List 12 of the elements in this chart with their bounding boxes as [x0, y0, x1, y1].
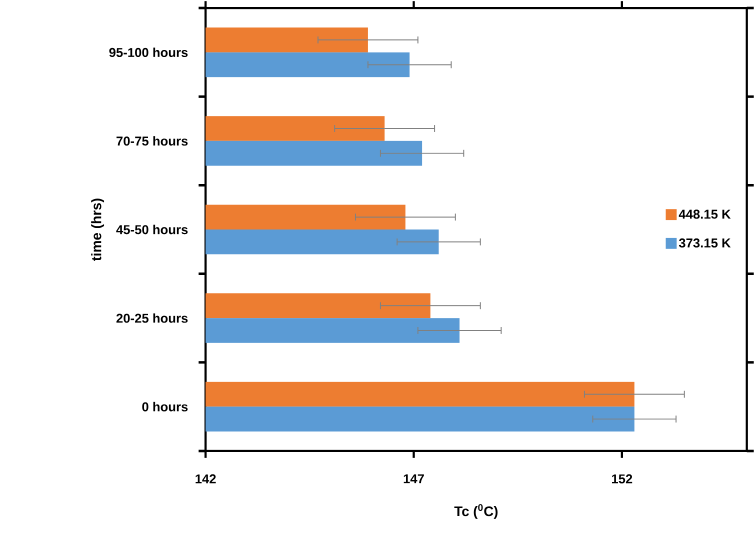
x-tick-label: 147 — [404, 474, 424, 483]
legend-label: 373.15 K — [678, 238, 731, 248]
y-tick-label: 20-25 hours — [116, 313, 188, 323]
legend-label: 448.15 K — [678, 209, 731, 219]
y-tick-label: 0 hours — [142, 402, 188, 412]
y-tick-label: 45-50 hours — [116, 224, 188, 234]
y-tick-label: 70-75 hours — [116, 136, 188, 146]
y-tick-label: 95-100 hours — [109, 47, 188, 57]
x-axis-title: Tc ($^{0}$C) — [454, 504, 498, 519]
y-axis-title: time (hrs) — [91, 198, 104, 261]
x-tick-label: 152 — [612, 474, 632, 484]
x-tick-label: 142 — [196, 474, 216, 484]
